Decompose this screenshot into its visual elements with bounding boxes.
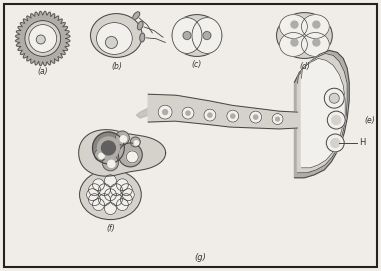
Circle shape: [108, 160, 115, 167]
Ellipse shape: [96, 22, 132, 54]
Circle shape: [116, 199, 128, 211]
Text: (f): (f): [106, 224, 115, 233]
Circle shape: [186, 111, 190, 115]
Circle shape: [93, 199, 104, 211]
Circle shape: [94, 149, 106, 161]
Circle shape: [25, 21, 61, 56]
Circle shape: [120, 184, 132, 196]
Circle shape: [98, 194, 110, 206]
Ellipse shape: [91, 14, 142, 57]
Circle shape: [102, 155, 118, 171]
Ellipse shape: [80, 170, 141, 220]
Circle shape: [126, 151, 138, 163]
Ellipse shape: [138, 21, 143, 30]
Circle shape: [36, 35, 45, 44]
Polygon shape: [148, 94, 298, 129]
Circle shape: [250, 111, 262, 123]
Polygon shape: [79, 130, 166, 176]
Circle shape: [120, 194, 132, 206]
Circle shape: [291, 21, 298, 28]
Circle shape: [275, 117, 280, 121]
Text: (g): (g): [194, 253, 206, 262]
Ellipse shape: [301, 33, 329, 56]
Circle shape: [110, 184, 122, 196]
Circle shape: [254, 115, 258, 119]
Circle shape: [208, 113, 212, 117]
Circle shape: [313, 39, 320, 46]
Circle shape: [118, 143, 142, 167]
Ellipse shape: [280, 15, 307, 38]
Circle shape: [182, 107, 194, 119]
Polygon shape: [16, 11, 70, 66]
Circle shape: [88, 194, 101, 206]
Circle shape: [163, 110, 168, 115]
Circle shape: [93, 179, 104, 191]
Circle shape: [332, 116, 341, 125]
Text: (b): (b): [111, 62, 122, 71]
Ellipse shape: [133, 12, 140, 20]
Circle shape: [98, 137, 119, 159]
Circle shape: [231, 114, 235, 118]
Circle shape: [130, 137, 140, 147]
Circle shape: [104, 189, 116, 201]
Circle shape: [106, 37, 117, 49]
Polygon shape: [301, 58, 345, 168]
Ellipse shape: [301, 15, 329, 38]
Text: H: H: [359, 138, 365, 147]
Ellipse shape: [140, 33, 145, 42]
Circle shape: [183, 31, 191, 40]
Polygon shape: [295, 50, 349, 178]
Circle shape: [116, 179, 128, 191]
Circle shape: [326, 134, 344, 152]
Circle shape: [104, 175, 116, 187]
Circle shape: [120, 136, 126, 142]
Polygon shape: [136, 108, 152, 118]
Circle shape: [88, 184, 101, 196]
Circle shape: [204, 109, 216, 121]
Circle shape: [104, 203, 116, 215]
Circle shape: [291, 39, 298, 46]
Circle shape: [98, 184, 110, 196]
Ellipse shape: [192, 18, 222, 53]
Circle shape: [329, 93, 339, 103]
Circle shape: [86, 189, 98, 201]
Circle shape: [115, 131, 129, 145]
Circle shape: [29, 25, 57, 52]
Circle shape: [122, 189, 134, 201]
Ellipse shape: [172, 18, 202, 53]
Circle shape: [324, 88, 344, 108]
Ellipse shape: [280, 33, 307, 56]
Circle shape: [227, 110, 239, 122]
Polygon shape: [298, 53, 347, 173]
Circle shape: [313, 21, 320, 28]
Ellipse shape: [172, 15, 222, 56]
Text: (e): (e): [365, 115, 375, 125]
Circle shape: [99, 153, 104, 159]
Circle shape: [272, 114, 283, 125]
Text: (a): (a): [37, 67, 48, 76]
Circle shape: [134, 141, 139, 145]
Circle shape: [203, 31, 211, 40]
Circle shape: [331, 138, 340, 147]
Circle shape: [110, 194, 122, 206]
Circle shape: [327, 111, 345, 129]
Circle shape: [158, 105, 172, 119]
Circle shape: [101, 141, 115, 155]
Text: (d): (d): [299, 62, 310, 71]
Circle shape: [93, 132, 124, 164]
Text: (c): (c): [192, 60, 202, 69]
Ellipse shape: [277, 13, 332, 58]
